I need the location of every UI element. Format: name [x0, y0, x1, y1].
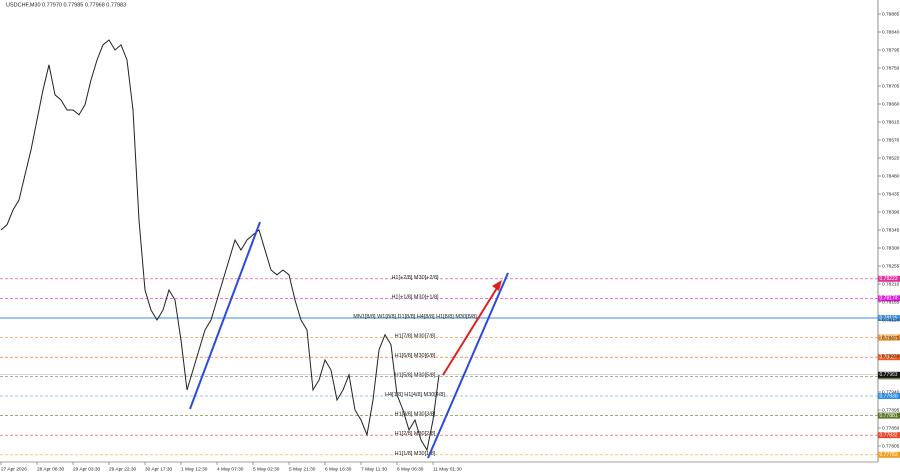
- chart-title: USDCHF,M30 0.77970 0.77985 0.77968 0.779…: [6, 2, 126, 8]
- x-tick-label: 29 Apr 22:30: [109, 466, 137, 472]
- y-tick-label: 0.77985: [882, 371, 900, 377]
- y-tick-label: 0.78435: [882, 191, 900, 197]
- level-price-label: 0.77832: [880, 433, 898, 439]
- level-label: H1[7/8] M30[7/8]: [395, 334, 436, 340]
- projection-arrow: [442, 287, 498, 376]
- y-tick-label: 0.78570: [882, 137, 900, 143]
- y-tick-label: 0.78120: [882, 317, 900, 323]
- y-tick-label: 0.78345: [882, 227, 900, 233]
- trend-line: [427, 272, 509, 459]
- y-tick-label: 0.78840: [882, 29, 900, 35]
- level-label: H1[+2/8] M30[+2/8]: [391, 275, 439, 281]
- x-tick-label: 1 May 12:30: [181, 466, 208, 472]
- level-price-box: [878, 295, 900, 302]
- x-tick-label: 8 May 06:30: [397, 466, 424, 472]
- level-price-box: [878, 315, 900, 321]
- level-price-label: 0.78174: [880, 296, 898, 302]
- level-label: H1[2/8] M30[2/8]: [395, 431, 436, 437]
- x-tick-label: 5 May 02:30: [253, 466, 280, 472]
- y-tick-label: 0.78750: [882, 65, 900, 71]
- price-plot: [0, 39, 440, 452]
- current-price-label: 0.77983: [880, 372, 898, 378]
- y-tick-label: 0.78390: [882, 209, 900, 215]
- level-label: H1[5/8] M30[5/8]: [395, 372, 436, 378]
- level-label: H4[1/8] H1[4/8] M30[4/8]: [385, 392, 445, 398]
- x-tick-label: 5 May 21:30: [289, 466, 316, 472]
- x-tick-label: 7 May 11:30: [361, 466, 387, 472]
- level-label: H1[6/8] M30[6/8]: [395, 353, 436, 359]
- level-price-label: 0.78125: [880, 315, 898, 321]
- y-tick-label: 0.77850: [882, 425, 900, 431]
- y-tick-label: 0.78030: [882, 353, 900, 359]
- y-tick-label: 0.77805: [882, 443, 900, 449]
- y-tick-label: 0.78255: [882, 263, 900, 269]
- arrow-head: [492, 280, 502, 291]
- y-tick-label: 0.78075: [882, 335, 900, 341]
- y-tick-label: 0.78885: [882, 11, 900, 17]
- levels: H1[+2/8] M30[+2/8] 0.78223 H1[+1/8] M30[+1…: [0, 275, 900, 458]
- x-tick-label: 11 May 01:30: [433, 466, 462, 472]
- current-price-box: [878, 371, 900, 378]
- y-tick-label: 0.78165: [882, 299, 900, 305]
- level-label: H1[3/8] M30[3/8]: [395, 412, 436, 418]
- y-tick-label: 0.77895: [882, 407, 900, 413]
- y-tick-label: 0.78660: [882, 101, 900, 107]
- x-tick-label: 27 Apr 2026: [1, 466, 27, 472]
- level-price-box: [878, 334, 900, 341]
- y-tick-label: 0.78795: [882, 47, 900, 53]
- trend-line: [189, 221, 261, 410]
- y-tick-label: 0.78705: [882, 83, 900, 89]
- y-tick-label: 0.78525: [882, 155, 900, 161]
- level-label: H1[+1/8] M30[+1/8]: [391, 294, 439, 300]
- plot-area: [0, 0, 878, 462]
- level-price-label: 0.77930: [880, 393, 898, 399]
- level-price-box: [878, 354, 900, 361]
- y-tick-label: 0.78480: [882, 173, 900, 179]
- x-tick-label: 30 Apr 17:30: [145, 466, 173, 472]
- level-label: MN1[8/8] W1[8/8] D1[8/8] H4[8/8] H1[8/8]…: [353, 314, 477, 320]
- y-tick-label: 0.78615: [882, 119, 900, 125]
- level-price-box: [878, 393, 900, 399]
- x-tick-label: 6 May 16:30: [325, 466, 352, 472]
- level-price-box: [878, 432, 900, 439]
- level-label: H1[1/8] M30[1/8]: [395, 451, 436, 457]
- y-tick-label: 0.77940: [882, 389, 900, 395]
- level-price-label: 0.77783: [880, 452, 898, 458]
- level-price-label: 0.78027: [880, 355, 898, 361]
- axes: 0.77805 0.77850 0.77895 0.77940 0.77985 0.780…: [0, 11, 900, 472]
- level-price-label: 0.77881: [880, 413, 898, 419]
- y-tick-label: 0.78300: [882, 245, 900, 251]
- level-price-box: [878, 451, 900, 458]
- level-price-box: [878, 412, 900, 419]
- y-tick-label: 0.78210: [882, 281, 900, 287]
- price-line: [0, 39, 440, 452]
- x-tick-label: 4 May 07:30: [217, 466, 244, 472]
- x-tick-label: 28 Apr 08:30: [37, 466, 65, 472]
- level-price-label: 0.78076: [880, 335, 898, 341]
- level-price-box: [878, 275, 900, 282]
- x-tick-label: 29 Apr 03:30: [73, 466, 101, 472]
- level-price-label: 0.78223: [880, 276, 898, 282]
